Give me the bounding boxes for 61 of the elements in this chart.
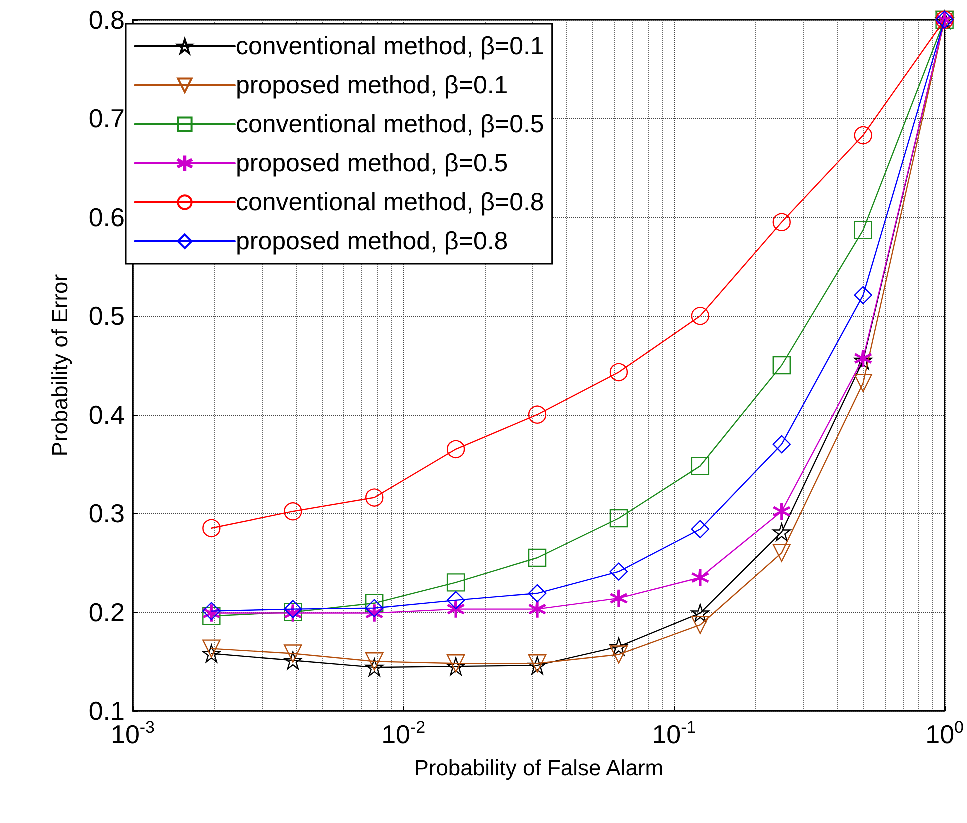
point [446, 657, 466, 676]
y-tick-label: 0.4 [88, 400, 125, 430]
x-axis-title: Probability of False Alarm [414, 756, 664, 780]
y-tick-label: 0.5 [88, 301, 125, 332]
point [528, 548, 547, 568]
point [528, 406, 547, 424]
legend-label: proposed method, β=0.5 [236, 150, 508, 178]
point [610, 638, 628, 656]
y-tick-label: 0.8 [88, 5, 125, 35]
point [610, 646, 628, 664]
point [691, 616, 710, 634]
point [610, 562, 628, 581]
point [366, 599, 384, 618]
point [446, 654, 466, 673]
point [772, 356, 791, 375]
point [284, 502, 302, 521]
y-tick-label: 0.3 [88, 498, 125, 529]
point [692, 569, 710, 586]
point [366, 652, 384, 671]
legend-label: conventional method, β=0.5 [236, 110, 544, 138]
point [446, 574, 466, 592]
point [772, 435, 791, 454]
point [854, 126, 872, 145]
y-axis-title: Probability of Error [48, 274, 72, 457]
point [854, 374, 872, 392]
point [446, 591, 466, 610]
point [528, 584, 547, 603]
point [691, 457, 710, 476]
y-tick-label: 0.2 [88, 597, 125, 628]
point [691, 307, 710, 326]
point [528, 600, 546, 618]
point [366, 658, 384, 677]
point [447, 600, 465, 618]
point [854, 286, 872, 305]
point [284, 644, 302, 663]
point [284, 652, 302, 670]
point [772, 544, 791, 562]
legend-label: proposed method, β=0.8 [236, 228, 508, 256]
y-tick-label: 0.1 [88, 696, 125, 726]
point [610, 509, 628, 528]
point [773, 502, 790, 520]
point [366, 488, 384, 507]
legend-label: proposed method, β=0.1 [236, 72, 508, 100]
point [284, 600, 302, 618]
point [610, 363, 628, 382]
point [691, 604, 710, 622]
point [202, 607, 221, 626]
point [772, 523, 791, 542]
point [854, 221, 872, 240]
point [446, 440, 466, 458]
point [691, 520, 710, 538]
point [202, 519, 221, 538]
legend-label: conventional method, β=0.8 [236, 188, 544, 216]
point [202, 640, 221, 658]
point [366, 594, 384, 612]
y-tick-label: 0.7 [88, 104, 125, 134]
point [610, 590, 628, 608]
point [772, 213, 791, 232]
point [202, 644, 221, 663]
legend-label: conventional method, β=0.1 [236, 32, 544, 60]
y-tick-label: 0.6 [88, 202, 125, 232]
